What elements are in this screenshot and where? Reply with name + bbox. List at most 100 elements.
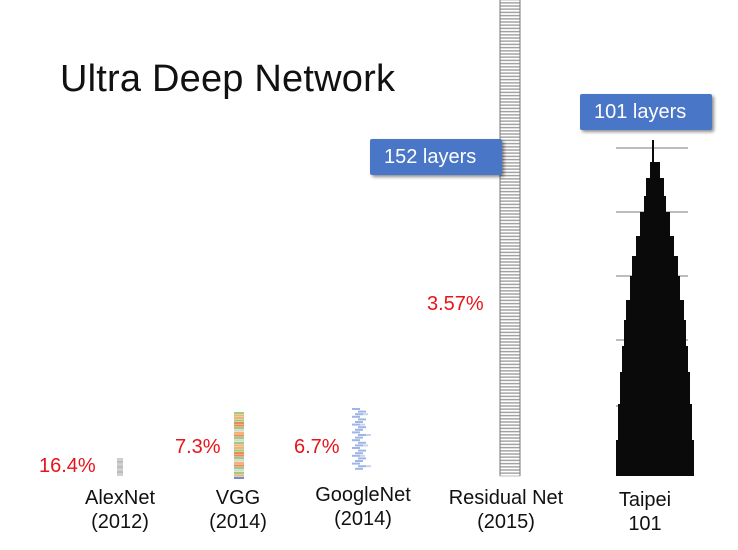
- layer-block: [499, 162, 521, 166]
- layer-block: [499, 460, 521, 464]
- layer-block: [499, 422, 521, 426]
- layer-block: [499, 364, 521, 368]
- layer-block: [358, 465, 366, 468]
- layer-block: [499, 329, 521, 333]
- layer-block: [499, 249, 521, 253]
- layer-block: [499, 294, 521, 298]
- layer-block: [499, 31, 521, 35]
- layer-block: [499, 124, 521, 128]
- layer-block: [499, 342, 521, 346]
- layer-block: [499, 374, 521, 378]
- layer-block: [499, 268, 521, 272]
- layer-block: [499, 322, 521, 326]
- layer-block: [499, 361, 521, 365]
- layer-block: [234, 474, 244, 477]
- model-label-vgg: VGG (2014): [188, 486, 288, 534]
- googlenet-stack: [352, 408, 371, 470]
- layer-block: [499, 457, 521, 461]
- layer-block: [499, 134, 521, 138]
- layer-block: [499, 418, 521, 422]
- vgg-error-rate: 7.3%: [175, 436, 221, 458]
- layer-block: [499, 233, 521, 237]
- layer-block: [234, 429, 244, 432]
- layer-block: [499, 95, 521, 99]
- layer-block: [499, 108, 521, 112]
- layer-block: [499, 172, 521, 176]
- layer-block: [499, 70, 521, 74]
- layer-block: [234, 434, 244, 437]
- layer-block: [499, 44, 521, 48]
- layer-block: [499, 89, 521, 93]
- layer-block: [499, 102, 521, 106]
- layer-block: [499, 41, 521, 45]
- layer-block: [499, 153, 521, 157]
- layer-block: [234, 459, 244, 462]
- layer-block: [499, 76, 521, 80]
- layer-block: [499, 63, 521, 67]
- layer-block: [499, 447, 521, 451]
- layer-block: [499, 246, 521, 250]
- layer-block: [499, 354, 521, 358]
- layer-block: [234, 469, 244, 472]
- alexnet-stack: [117, 458, 123, 476]
- layer-block: [499, 9, 521, 13]
- layer-block: [499, 86, 521, 90]
- layer-block: [363, 444, 368, 447]
- layer-block: [499, 303, 521, 307]
- model-name: VGG: [215, 487, 261, 509]
- layer-block: [499, 194, 521, 198]
- layer-block: [352, 431, 360, 434]
- layer-block: [499, 271, 521, 275]
- layer-block: [358, 418, 366, 421]
- layer-block: [499, 130, 521, 134]
- slide-title: Ultra Deep Network: [60, 58, 396, 100]
- model-label-resnet: Residual Net (2015): [436, 486, 576, 534]
- layer-block: [499, 79, 521, 83]
- layer-block: [499, 34, 521, 38]
- taipei-layer-count-badge: 101 layers: [580, 94, 712, 130]
- layer-block: [499, 274, 521, 278]
- resnet-stack: [499, 0, 521, 477]
- layer-block: [499, 210, 521, 214]
- layer-block: [499, 412, 521, 416]
- layer-block: [499, 66, 521, 70]
- layer-block: [499, 191, 521, 195]
- layer-block: [499, 214, 521, 218]
- layer-block: [499, 345, 521, 349]
- layer-block: [355, 428, 363, 431]
- layer-block: [499, 310, 521, 314]
- layer-block: [499, 297, 521, 301]
- layer-block: [499, 6, 521, 10]
- layer-block: [499, 470, 521, 474]
- layer-block: [499, 47, 521, 51]
- layer-block: [499, 114, 521, 118]
- layer-block: [499, 178, 521, 182]
- layer-block: [499, 127, 521, 131]
- layer-block: [499, 169, 521, 173]
- layer-block: [234, 457, 244, 460]
- layer-block: [499, 252, 521, 256]
- layer-block: [352, 454, 360, 457]
- layer-block: [499, 28, 521, 32]
- layer-block: [234, 439, 244, 442]
- layer-block: [499, 143, 521, 147]
- layer-block: [499, 358, 521, 362]
- layer-block: [499, 156, 521, 160]
- layer-block: [499, 444, 521, 448]
- layer-block: [499, 438, 521, 442]
- layer-block: [355, 436, 363, 439]
- layer-block: [499, 12, 521, 16]
- layer-block: [499, 188, 521, 192]
- layer-block: [499, 258, 521, 262]
- layer-block: [499, 319, 521, 323]
- model-name: AlexNet: [84, 487, 156, 509]
- model-name: GoogleNet: [315, 484, 411, 506]
- layer-block: [499, 431, 521, 435]
- layer-block: [366, 434, 371, 436]
- layer-block: [499, 335, 521, 339]
- layer-block: [499, 57, 521, 61]
- layer-block: [234, 437, 244, 440]
- alexnet-error-rate: 16.4%: [39, 455, 96, 477]
- model-name: Residual Net: [448, 487, 564, 509]
